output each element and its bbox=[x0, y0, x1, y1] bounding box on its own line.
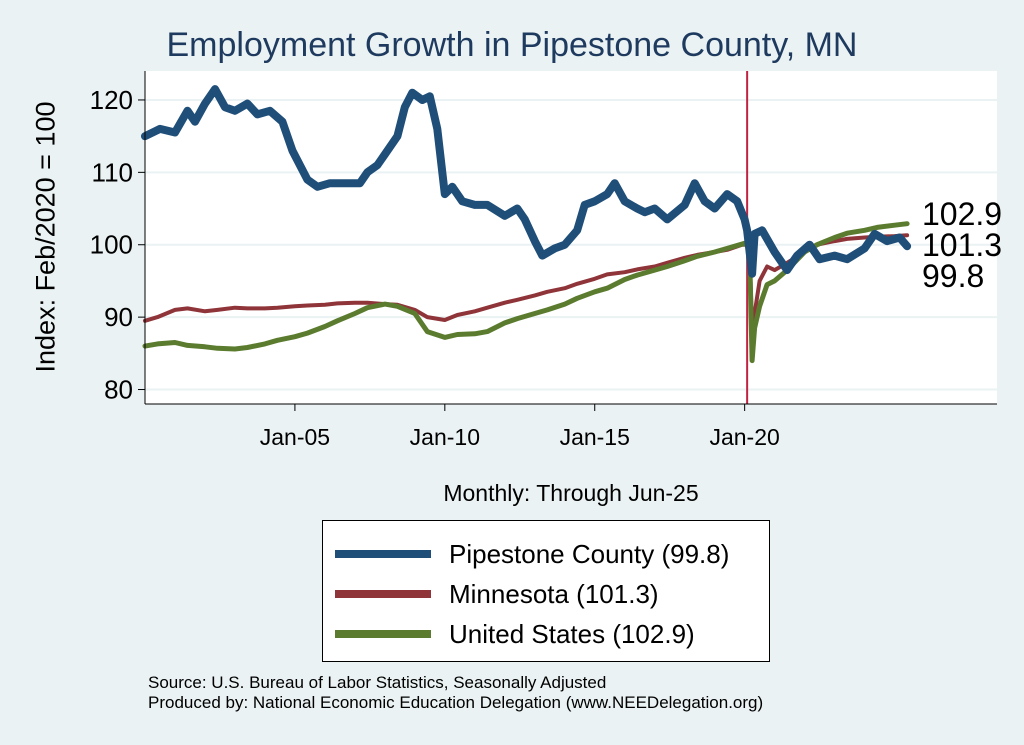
x-ticks: Jan-05 Jan-10 Jan-15 Jan-20 bbox=[260, 404, 780, 450]
y-tick-label: 110 bbox=[92, 157, 133, 187]
y-tick-label: 120 bbox=[90, 85, 133, 115]
legend-item-minnesota: Minnesota (101.3) bbox=[335, 579, 659, 609]
legend-label-united-states: United States (102.9) bbox=[449, 618, 695, 649]
end-label: 102.9 bbox=[922, 196, 1002, 232]
end-label: 101.3 bbox=[922, 227, 1002, 263]
y-ticks: 80 90 100 110 120 bbox=[90, 85, 145, 405]
series-lines bbox=[141, 85, 912, 364]
legend-label-minnesota: Minnesota (101.3) bbox=[449, 578, 659, 609]
series-line-2 bbox=[142, 221, 910, 364]
legend-swatch-united-states bbox=[335, 630, 431, 638]
x-tick-label: Jan-20 bbox=[709, 424, 779, 450]
end-label: 99.8 bbox=[922, 258, 984, 294]
y-tick-label: 80 bbox=[104, 375, 133, 405]
producer-note: Produced by: National Economic Education… bbox=[148, 693, 764, 712]
y-tick-label: 100 bbox=[90, 230, 133, 260]
y-tick-label: 90 bbox=[104, 302, 133, 332]
source-note: Source: U.S. Bureau of Labor Statistics,… bbox=[148, 673, 607, 692]
legend-swatch-pipestone bbox=[335, 550, 431, 558]
series-line-0 bbox=[141, 85, 912, 278]
legend-item-pipestone: Pipestone County (99.8) bbox=[335, 539, 729, 569]
grid-lines bbox=[145, 98, 997, 391]
chart-title: Employment Growth in Pipestone County, M… bbox=[166, 26, 858, 64]
x-tick-label: Jan-05 bbox=[260, 424, 330, 450]
chart-legend: Pipestone County (99.8) Minnesota (101.3… bbox=[322, 520, 770, 662]
x-tick-label: Jan-15 bbox=[560, 424, 630, 450]
x-axis-label: Monthly: Through Jun-25 bbox=[443, 480, 699, 506]
series-line-1 bbox=[143, 233, 910, 334]
legend-swatch-minnesota bbox=[335, 590, 431, 598]
legend-item-united-states: United States (102.9) bbox=[335, 619, 695, 649]
legend-label-pipestone: Pipestone County (99.8) bbox=[449, 538, 730, 569]
x-tick-label: Jan-10 bbox=[410, 424, 480, 450]
axes bbox=[144, 71, 997, 405]
